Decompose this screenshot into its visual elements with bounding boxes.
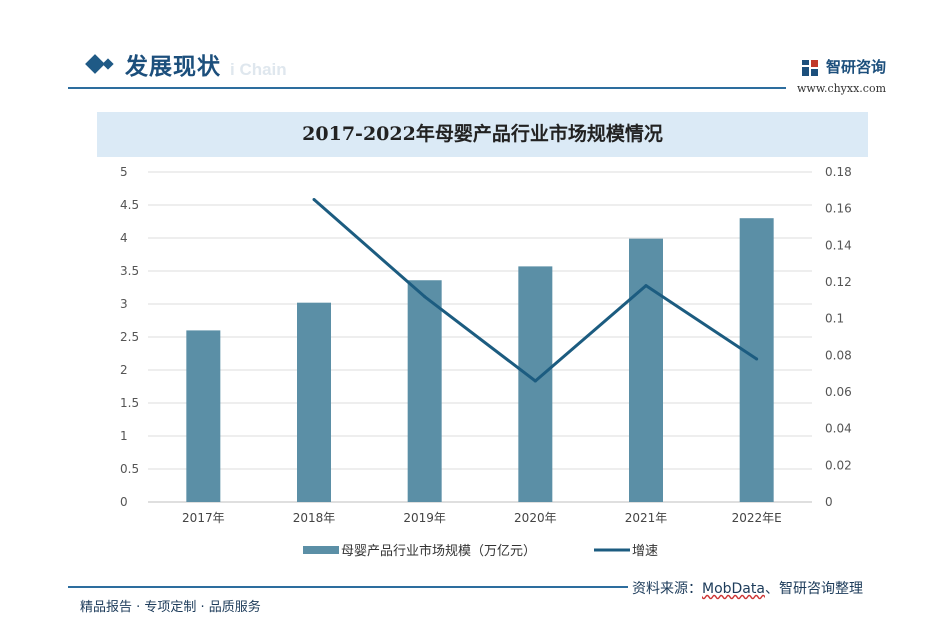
brand-url: www.chyxx.com — [797, 82, 887, 95]
right-tick-label: 0.1 — [825, 312, 844, 326]
left-tick-label: 2.5 — [120, 330, 139, 344]
right-tick-label: 0.18 — [825, 165, 852, 179]
left-tick-label: 3 — [120, 297, 128, 311]
bars — [186, 218, 774, 502]
growth-point — [533, 379, 537, 383]
left-tick-label: 2 — [120, 363, 128, 377]
growth-point — [312, 198, 316, 201]
growth-point — [755, 357, 759, 361]
left-tick-label: 4 — [120, 231, 128, 245]
x-axis-labels: 2017年 2018年 2019年 2020年 2021年 2022年E — [182, 511, 782, 525]
right-tick-label: 0.12 — [825, 275, 852, 289]
x-tick-label: 2021年 — [625, 511, 668, 525]
bar — [629, 238, 663, 502]
footer-tagline: 精品报告 · 专项定制 · 品质服务 — [80, 600, 261, 615]
growth-point — [423, 295, 427, 299]
bar — [407, 280, 442, 502]
right-tick-label: 0.08 — [825, 348, 852, 362]
legend-line-label: 增速 — [632, 544, 658, 559]
grid-lines — [148, 171, 812, 503]
bar — [518, 266, 553, 502]
left-tick-label: 1.5 — [120, 396, 139, 410]
right-tick-label: 0.02 — [825, 458, 852, 472]
bar — [297, 302, 331, 502]
left-tick-label: 0.5 — [120, 462, 139, 476]
source-rest: 、智研咨询整理 — [764, 581, 863, 597]
x-tick-label: 2018年 — [293, 511, 336, 525]
left-tick-label: 3.5 — [120, 264, 139, 278]
growth-point — [644, 284, 648, 288]
right-tick-label: 0.06 — [825, 385, 852, 399]
legend-bar-swatch — [303, 546, 339, 554]
x-tick-label: 2020年 — [514, 511, 557, 525]
brand-name: 智研咨询 — [826, 58, 887, 76]
ghost-watermark-text: i Chain — [230, 60, 287, 79]
left-tick-label: 1 — [120, 429, 128, 443]
chart-title-band: 2017-2022年母婴产品行业市场规模情况 — [97, 112, 868, 157]
bar — [186, 330, 221, 502]
brand-logo-icon — [802, 60, 818, 76]
source-note: 资料来源：MobData、智研咨询整理 — [632, 578, 863, 598]
left-axis-ticks: 0 0.5 1 1.5 2 2.5 3 3.5 4 4.5 5 — [120, 165, 139, 509]
legend: 母婴产品行业市场规模（万亿元） 增速 — [303, 543, 658, 559]
right-tick-label: 0.14 — [825, 238, 852, 252]
growth-line-series — [312, 198, 759, 383]
header-divider — [68, 87, 786, 89]
left-tick-label: 4.5 — [120, 198, 139, 212]
source-mobdata: MobData — [702, 581, 765, 597]
x-tick-label: 2019年 — [403, 511, 446, 525]
header: 发展现状 i Chain 智研咨询 www.chyxx.com — [0, 0, 934, 100]
source-label: 资料来源： — [632, 581, 702, 597]
chart-title: 2017-2022年母婴产品行业市场规模情况 — [302, 123, 663, 145]
right-tick-label: 0 — [825, 495, 833, 509]
x-tick-label: 2022年E — [732, 511, 782, 525]
section-title: 发展现状 — [125, 54, 221, 80]
right-axis-ticks: 0 0.02 0.04 0.06 0.08 0.1 0.12 0.14 0.16 0.18 — [825, 165, 852, 509]
x-tick-label: 2017年 — [182, 511, 225, 525]
left-tick-label: 5 — [120, 165, 128, 179]
left-tick-label: 0 — [120, 495, 128, 509]
legend-bar-label: 母婴产品行业市场规模（万亿元） — [341, 543, 536, 559]
footer-divider — [68, 586, 628, 588]
right-tick-label: 0.16 — [825, 202, 852, 216]
right-tick-label: 0.04 — [825, 422, 852, 436]
